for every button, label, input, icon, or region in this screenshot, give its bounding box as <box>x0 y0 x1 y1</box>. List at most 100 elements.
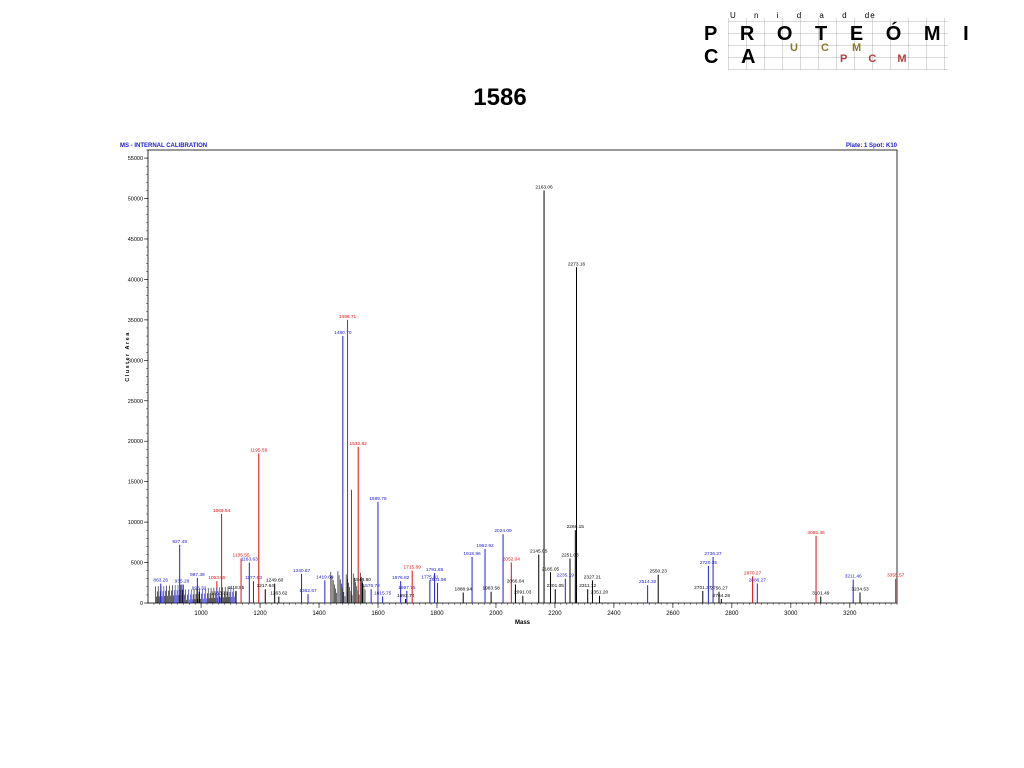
y-tick-label: 40000 <box>128 277 143 283</box>
y-tick-label: 50000 <box>128 197 143 203</box>
peak-label: 1888.94 <box>455 586 473 592</box>
y-tick-label: 0 <box>140 601 143 607</box>
y-tick-label: 45000 <box>128 237 143 243</box>
x-tick-label: 1200 <box>253 611 267 617</box>
peak-label: 2351.20 <box>591 590 609 596</box>
logo-letter: U <box>790 42 798 54</box>
peak-label: 1962.92 <box>476 543 494 549</box>
logo-letter: T <box>815 23 831 45</box>
peak-label: 2273.16 <box>568 261 586 267</box>
y-tick-label: 5000 <box>131 561 143 567</box>
chart-subtitle: Plate: 1 Spot: K10 <box>846 143 898 149</box>
peak-label: 3211.46 <box>845 574 862 580</box>
peak-label: 2269.15 <box>567 524 585 530</box>
peak-label: 1546.80 <box>354 577 372 583</box>
y-axis-label: Cluster Area <box>125 331 131 382</box>
peak-label: 1217.64 <box>257 583 275 589</box>
peak-label: 2514.32 <box>639 579 657 585</box>
peak-label: 1697.75 <box>398 585 416 591</box>
proteomica-logo: U n i d a d de P R O T E Ó M I C A U C M… <box>700 8 990 70</box>
peak-label: 1135.55 <box>233 553 250 559</box>
logo-letter: P <box>704 23 721 45</box>
x-tick-label: 1800 <box>430 611 444 617</box>
logo-letter: E <box>849 23 867 45</box>
peak-label: 2052.04 <box>503 557 521 563</box>
peak-label: 1263.62 <box>270 591 288 597</box>
peak-label: 2091.03 <box>514 590 532 596</box>
logo-letter: I <box>963 23 972 45</box>
peak-label: 1053.55 <box>208 575 226 581</box>
peak-label: 1069.54 <box>213 508 231 514</box>
peak-label: 1496.71 <box>339 314 357 320</box>
peak-label: 1249.60 <box>266 578 284 584</box>
peak-label: 1419.69 <box>316 574 334 580</box>
peak-label: 1195.59 <box>250 447 267 453</box>
logo-letter: C <box>821 42 829 54</box>
y-tick-label: 10000 <box>128 520 143 526</box>
y-tick-label: 30000 <box>128 358 143 364</box>
x-tick-label: 2800 <box>725 611 739 617</box>
peak-label: 1163.63 <box>241 557 258 563</box>
peak-label: 2201.05 <box>547 583 565 589</box>
peak-label: 1118.55 <box>228 585 245 591</box>
x-tick-label: 2600 <box>666 611 680 617</box>
peak-label: 1801.98 <box>429 577 447 583</box>
x-tick-label: 2200 <box>548 611 562 617</box>
logo-letter: i <box>776 11 780 20</box>
x-tick-label: 3000 <box>784 611 798 617</box>
logo-letter: M <box>897 53 907 65</box>
peak-label: 1532.82 <box>350 441 368 447</box>
logo-letter: d <box>796 11 803 20</box>
peak-label: 2701.37 <box>694 585 712 591</box>
peak-label: 1615.75 <box>374 591 392 597</box>
peak-label: 1693.74 <box>397 593 415 599</box>
peak-label: 1983.58 <box>482 586 500 592</box>
x-tick-label: 1000 <box>194 611 208 617</box>
logo-top-line: U n i d a d de <box>730 11 890 20</box>
peak-label: 1599.79 <box>369 496 387 502</box>
logo-letter: Ó <box>885 23 905 45</box>
peak-label: 2066.04 <box>507 578 525 584</box>
x-tick-label: 3200 <box>843 611 857 617</box>
peak-label: 1362.67 <box>299 588 317 594</box>
x-axis-label: Mass <box>515 620 531 626</box>
peak-label: 1063.31 <box>211 591 229 597</box>
logo-letter: C <box>704 46 722 68</box>
peak-label: 2756.27 <box>710 586 728 592</box>
logo-letter: d <box>842 11 848 20</box>
page-title: 1586 <box>473 84 527 111</box>
peak-label: 993.32 <box>192 586 207 592</box>
logo-letter: O <box>776 23 796 45</box>
y-tick-label: 55000 <box>128 156 143 162</box>
peak-label: 2764.28 <box>713 593 731 599</box>
peak-label: 2145.05 <box>530 548 548 554</box>
peak-label: 1918.96 <box>463 551 481 557</box>
logo-letter: U <box>730 11 737 20</box>
logo-ucm: U C M <box>790 42 881 54</box>
logo-letter: M <box>923 23 944 45</box>
x-tick-label: 2400 <box>607 611 621 617</box>
logo-letter: M <box>852 42 862 54</box>
plot-frame <box>147 149 898 604</box>
peak-label: 1791.86 <box>426 567 444 573</box>
peak-label: 935.28 <box>175 578 190 584</box>
logo-letter: de <box>864 11 876 20</box>
logo-main-word: P R O T E Ó M I C A <box>704 23 990 69</box>
peak-label: 2163.06 <box>535 184 553 190</box>
x-tick-label: 1600 <box>371 611 385 617</box>
peak-label: 1775.81 <box>421 574 439 580</box>
peak-label: 2311.12 <box>579 583 596 589</box>
peak-label: 2251.03 <box>561 553 579 559</box>
logo-letter: P <box>840 53 848 65</box>
peak-label: 2736.27 <box>704 551 722 557</box>
peak-label: 1576.78 <box>362 583 380 589</box>
logo-letter: A <box>741 46 759 68</box>
chart-title: MS - INTERNAL CALIBRATION <box>120 143 207 149</box>
y-tick-label: 35000 <box>128 318 143 324</box>
logo-letter: n <box>754 11 760 20</box>
peak-label: 927.48 <box>172 539 187 545</box>
logo-letter: a <box>819 11 825 20</box>
peak-label: 1715.89 <box>404 565 422 571</box>
peak-label: 863.26 <box>153 578 168 584</box>
